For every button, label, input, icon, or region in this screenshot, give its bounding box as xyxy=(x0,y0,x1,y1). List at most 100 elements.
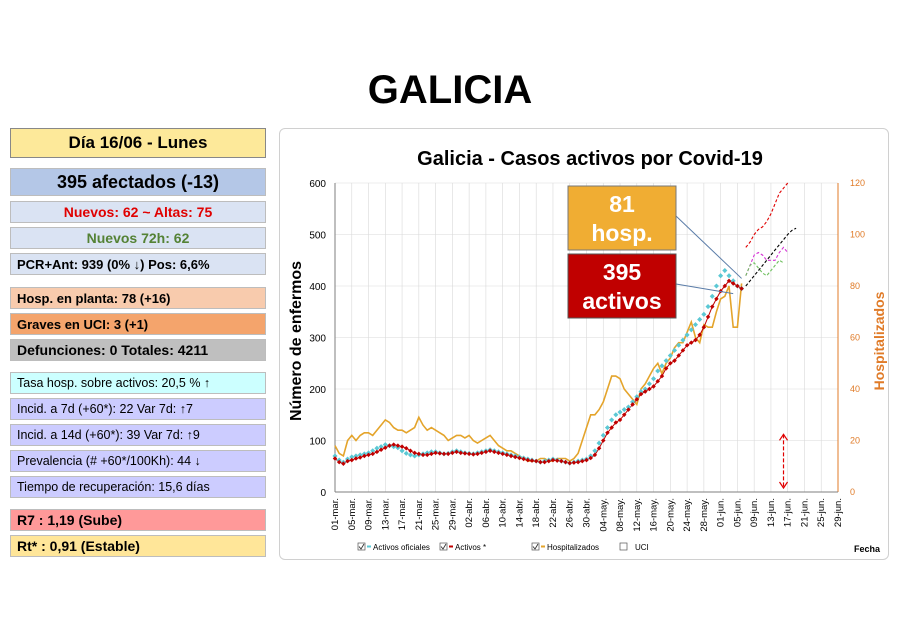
point-activos xyxy=(592,452,598,458)
point-activos xyxy=(383,445,388,450)
point-activos-oficiales xyxy=(709,293,715,299)
x-tick-label: 14-abr. xyxy=(514,498,525,528)
point-activos xyxy=(466,451,472,457)
point-activos-oficiales xyxy=(726,273,732,279)
legend-label: UCI xyxy=(635,543,649,552)
x-tick-label: 25-mar. xyxy=(431,498,442,530)
point-activos xyxy=(471,452,476,457)
point-activos xyxy=(584,457,589,463)
point-activos xyxy=(571,460,577,465)
y-right-tick-label: 100 xyxy=(850,230,865,240)
x-tick-label: 20-may. xyxy=(665,498,676,532)
point-activos xyxy=(634,397,640,402)
point-activos xyxy=(391,442,396,447)
point-activos xyxy=(475,451,480,457)
point-activos-oficiales xyxy=(718,273,724,279)
point-activos xyxy=(341,461,346,466)
x-tick-label: 21-mar. xyxy=(414,498,425,530)
point-activos xyxy=(538,459,543,465)
point-activos xyxy=(504,452,510,458)
legend-check-icon xyxy=(358,543,365,550)
x-tick-label: 06-abr. xyxy=(481,498,492,528)
point-activos-oficiales xyxy=(403,450,409,456)
y-tick-label: 200 xyxy=(309,385,326,396)
x-tick-label: 13-jun. xyxy=(766,498,777,527)
point-activos-oficiales xyxy=(651,376,657,382)
callout-pointer xyxy=(675,283,734,295)
point-activos xyxy=(705,314,711,320)
point-activos xyxy=(601,438,606,443)
point-activos xyxy=(680,348,686,353)
x-tick-label: 09-jun. xyxy=(749,498,760,527)
incid14-box: Incid. a 14d (+60*): 39 Var 7d: ↑9 xyxy=(10,424,266,446)
point-activos-oficiales xyxy=(604,425,611,431)
point-activos-oficiales xyxy=(692,322,699,328)
callouts: 81 hosp. 395 activos xyxy=(567,185,742,319)
day-box: Día 16/06 - Lunes xyxy=(10,128,266,158)
y-right-tick-label: 0 xyxy=(850,487,855,497)
x-tick-label: 13-mar. xyxy=(380,498,391,530)
x-tick-label: 29-jun. xyxy=(833,498,844,527)
point-activos xyxy=(630,402,635,407)
point-activos-oficiales xyxy=(722,268,728,274)
legend-checkbox xyxy=(531,542,540,551)
point-activos xyxy=(621,412,627,418)
point-activos-oficiales xyxy=(592,448,598,454)
y-right-tick-label: 120 xyxy=(850,178,865,188)
point-activos xyxy=(613,420,619,425)
point-activos-oficiales xyxy=(688,327,694,333)
point-activos-oficiales xyxy=(370,448,376,454)
affected-box: 395 afectados (-13) xyxy=(10,168,266,196)
y-right-tick-label: 40 xyxy=(850,384,860,394)
point-activos-oficiales xyxy=(676,342,682,348)
point-activos-oficiales xyxy=(625,404,631,410)
point-activos xyxy=(739,286,744,291)
x-tick-label: 21-jun. xyxy=(799,498,810,527)
page-title: GALICIA xyxy=(367,68,533,112)
point-activos xyxy=(512,454,518,460)
point-activos-oficiales xyxy=(634,394,640,400)
point-activos-oficiales xyxy=(399,448,405,454)
point-activos-oficiales xyxy=(701,311,707,317)
marker-arrow-up xyxy=(779,433,789,441)
point-activos-oficiales xyxy=(730,278,736,284)
x-tick-label: 10-abr. xyxy=(498,498,509,528)
pcr-box: PCR+Ant: 939 (0% ↓) Pos: 6,6% xyxy=(10,253,266,275)
point-activos xyxy=(450,450,455,456)
point-activos-oficiales xyxy=(713,283,719,289)
rt-box: Rt* : 0,91 (Estable) xyxy=(10,535,266,557)
deaths-box: Defunciones: 0 Totales: 4211 xyxy=(10,339,266,361)
point-activos xyxy=(378,447,384,453)
projection-line xyxy=(745,259,784,277)
point-activos xyxy=(496,450,501,456)
x-tick-label: 05-jun. xyxy=(732,498,743,527)
point-activos xyxy=(668,360,673,366)
legend-checkbox xyxy=(439,542,448,551)
point-activos xyxy=(429,451,434,457)
point-activos xyxy=(542,459,547,465)
x-tick-label: 08-may. xyxy=(615,498,626,532)
point-activos xyxy=(462,451,468,456)
point-activos xyxy=(684,342,690,348)
point-activos xyxy=(567,460,572,466)
point-activos xyxy=(626,407,631,412)
callout-box xyxy=(567,253,677,319)
icu-box: Graves en UCI: 3 (+1) xyxy=(10,313,266,335)
point-activos xyxy=(563,459,568,465)
point-activos xyxy=(529,458,535,463)
point-activos-oficiales xyxy=(357,452,363,458)
legend-label: Activos oficiales xyxy=(373,543,430,552)
point-activos xyxy=(441,451,447,457)
point-activos xyxy=(726,278,732,284)
recovery-box: Tiempo de recuperación: 15,6 días xyxy=(10,476,266,498)
point-activos-oficiales xyxy=(412,453,418,459)
point-activos xyxy=(399,444,405,449)
point-activos xyxy=(408,448,413,454)
point-activos-oficiales xyxy=(600,432,606,438)
callout-box xyxy=(567,185,677,251)
point-activos-oficiales xyxy=(332,453,338,459)
x-tick-label: 22-abr. xyxy=(548,498,559,528)
point-activos-oficiales xyxy=(609,417,615,423)
point-activos xyxy=(336,459,342,465)
projection-line xyxy=(745,182,789,248)
